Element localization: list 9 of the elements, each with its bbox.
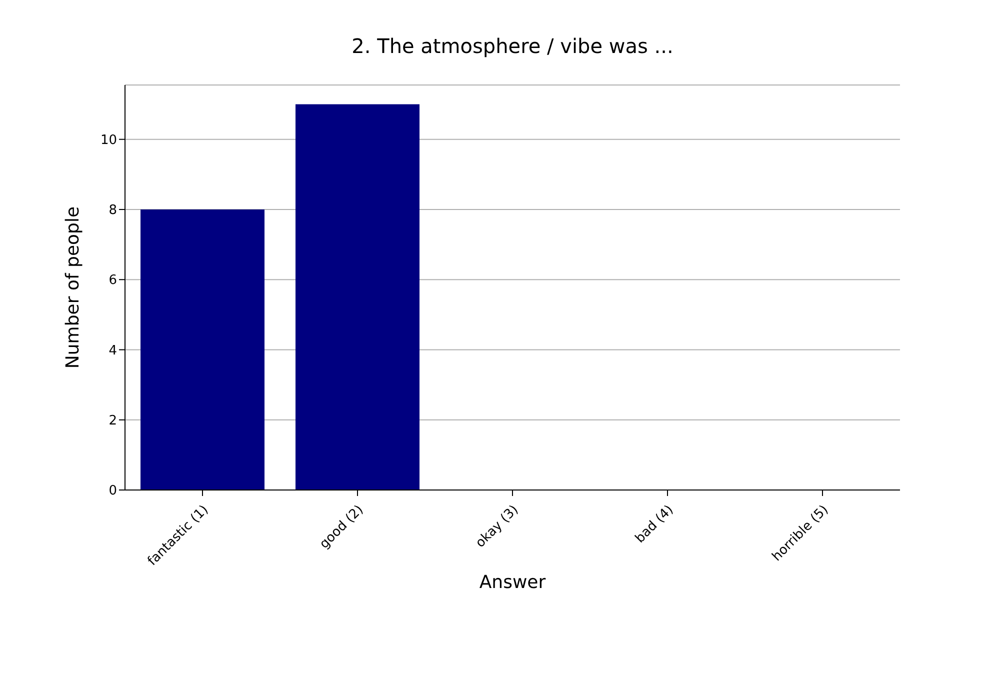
x-axis-title: Answer <box>479 572 546 593</box>
y-axis-title: Number of people <box>62 206 84 369</box>
y-tick-label: 10 <box>100 132 117 148</box>
y-tick-label: 6 <box>108 273 117 288</box>
chart-title: 2. The atmosphere / vibe was ... <box>350 34 674 58</box>
y-tick-label: 4 <box>108 343 117 358</box>
y-tick-label: 0 <box>108 484 117 499</box>
y-tick-label: 2 <box>108 413 117 428</box>
y-tick-label: 8 <box>108 203 117 218</box>
